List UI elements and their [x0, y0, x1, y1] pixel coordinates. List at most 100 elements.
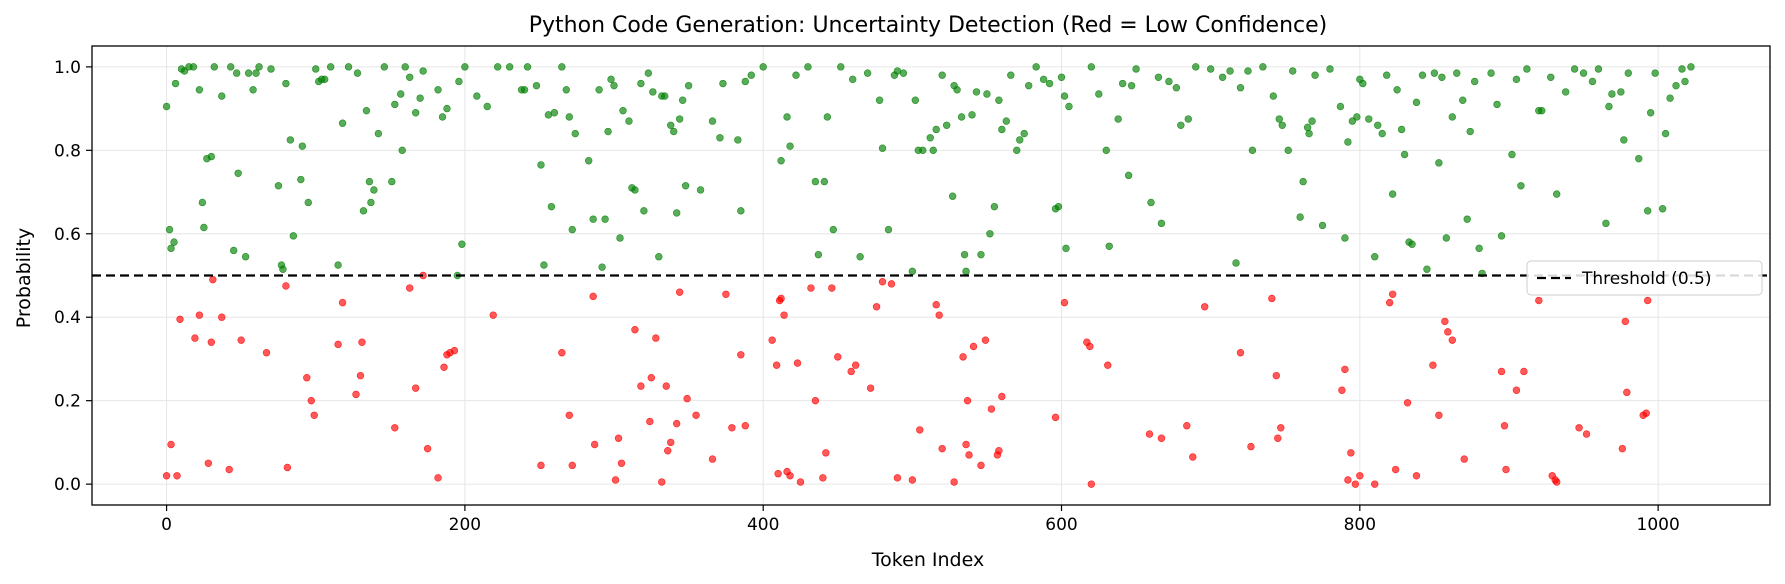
data-point — [537, 461, 545, 470]
data-point — [344, 63, 353, 71]
data-point — [1013, 146, 1021, 155]
data-point — [878, 144, 887, 152]
data-point — [565, 411, 573, 419]
data-point — [1435, 411, 1443, 419]
data-point — [683, 394, 691, 403]
x-tick-label: 800 — [1344, 515, 1376, 535]
data-point — [1132, 65, 1140, 73]
data-point — [443, 104, 451, 113]
data-point — [1039, 75, 1048, 84]
data-point — [899, 69, 908, 77]
data-point — [1608, 90, 1616, 98]
x-axis-label: Token Index — [871, 549, 984, 571]
data-point — [1553, 190, 1561, 198]
data-point — [737, 207, 745, 215]
data-point — [1382, 71, 1391, 79]
data-point — [696, 186, 705, 194]
data-point — [1336, 102, 1345, 111]
data-point — [282, 79, 290, 88]
data-point — [1575, 424, 1583, 432]
data-point — [398, 146, 406, 155]
data-point — [672, 419, 681, 428]
data-point — [986, 230, 994, 238]
data-point — [1371, 480, 1379, 488]
data-point — [589, 292, 597, 301]
data-point — [1020, 129, 1028, 138]
y-axis: 0.0 0.2 0.4 0.6 0.8 1.0 — [54, 58, 92, 495]
data-point — [225, 465, 233, 474]
data-point — [777, 294, 785, 303]
data-point — [616, 234, 624, 242]
data-point — [1643, 296, 1652, 305]
data-point — [667, 438, 675, 447]
data-point — [847, 367, 855, 376]
data-point — [374, 129, 383, 138]
data-point — [716, 134, 724, 142]
data-point — [1687, 63, 1695, 71]
data-point — [455, 77, 463, 86]
data-point — [884, 225, 893, 234]
data-point — [1547, 73, 1555, 82]
data-point — [1678, 65, 1686, 73]
data-point — [916, 426, 924, 434]
data-point — [670, 127, 678, 136]
data-point — [664, 447, 672, 455]
data-point — [537, 161, 545, 169]
data-point — [595, 86, 603, 94]
data-point — [1588, 77, 1597, 86]
data-point — [777, 157, 785, 165]
data-point — [1002, 117, 1011, 125]
data-point — [734, 136, 742, 144]
data-point — [162, 102, 171, 111]
data-point — [1248, 146, 1257, 155]
data-point — [191, 334, 199, 342]
data-point — [590, 440, 599, 449]
x-tick-label: 200 — [449, 515, 481, 535]
data-point — [1512, 386, 1521, 394]
data-point — [1661, 129, 1670, 138]
data-point — [963, 396, 972, 405]
data-point — [458, 240, 466, 248]
data-point — [1497, 232, 1506, 240]
data-point — [722, 290, 730, 298]
data-point — [230, 246, 238, 255]
data-point — [684, 81, 693, 90]
data-point — [207, 152, 216, 161]
data-point — [406, 73, 414, 82]
data-point — [1147, 198, 1155, 207]
data-point — [938, 444, 946, 453]
data-point — [1623, 388, 1631, 397]
data-point — [935, 311, 943, 319]
data-point — [391, 424, 399, 432]
data-point — [218, 313, 226, 321]
data-point — [786, 142, 794, 150]
data-point — [1057, 73, 1066, 82]
data-point — [282, 282, 290, 290]
data-point — [1226, 67, 1234, 75]
data-point — [334, 340, 342, 349]
data-point — [866, 384, 875, 392]
data-point — [625, 117, 633, 125]
data-point — [1621, 317, 1630, 326]
data-point — [589, 215, 597, 223]
data-point — [962, 267, 970, 276]
x-axis: 0 200 400 600 800 1000 — [161, 505, 1680, 535]
data-point — [1594, 65, 1603, 73]
data-point — [176, 315, 184, 324]
data-point — [1508, 150, 1516, 159]
data-point — [505, 63, 514, 71]
data-point — [210, 63, 219, 71]
data-point — [1278, 121, 1286, 129]
data-point — [1535, 296, 1543, 305]
data-point — [851, 361, 860, 369]
data-point — [1154, 73, 1163, 82]
data-point — [1114, 115, 1122, 123]
data-point — [304, 198, 312, 207]
data-point — [1624, 69, 1633, 77]
data-point — [708, 117, 717, 125]
data-point — [1497, 367, 1506, 376]
data-point — [1275, 115, 1283, 123]
data-point — [631, 186, 639, 194]
data-point — [1463, 215, 1471, 223]
